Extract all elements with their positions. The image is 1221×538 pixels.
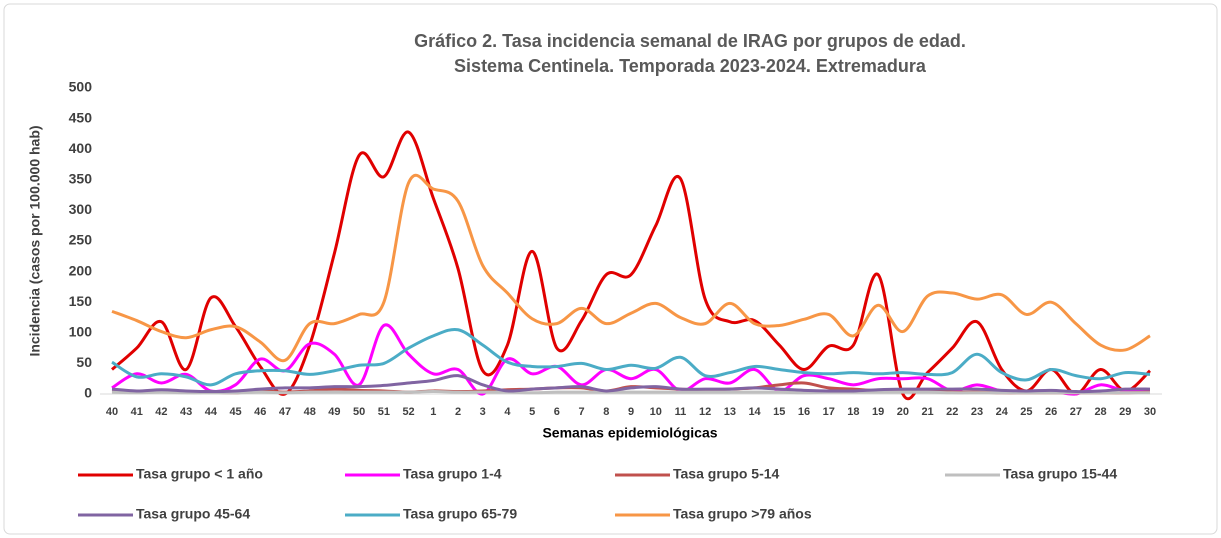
y-tick-label: 250 xyxy=(69,232,93,248)
x-tick-label: 42 xyxy=(155,406,167,418)
x-tick-label: 12 xyxy=(699,406,711,418)
chart-frame xyxy=(3,3,1218,535)
x-tick-label: 43 xyxy=(180,406,192,418)
x-tick-label: 8 xyxy=(603,406,609,418)
x-tick-label: 10 xyxy=(650,406,662,418)
x-tick-label: 27 xyxy=(1070,406,1082,418)
x-tick-label: 45 xyxy=(229,406,241,418)
x-tick-label: 2 xyxy=(455,406,461,418)
x-tick-label: 41 xyxy=(131,406,143,418)
series-line xyxy=(111,173,1151,363)
x-tick-label: 5 xyxy=(529,406,535,418)
legend-label: Tasa grupo 5-14 xyxy=(673,466,780,482)
y-axis-label: Incidencia (casos por 100.000 hab) xyxy=(27,125,43,356)
y-tick-label: 350 xyxy=(69,171,93,187)
x-tick-label: 21 xyxy=(921,406,933,418)
legend-label: Tasa grupo 1-4 xyxy=(403,466,502,482)
chart-subtitle: Sistema Centinela. Temporada 2023-2024. … xyxy=(454,56,927,76)
x-tick-label: 50 xyxy=(353,406,365,418)
y-tick-label: 400 xyxy=(69,140,93,156)
x-tick-label: 52 xyxy=(402,406,414,418)
x-tick-label: 13 xyxy=(724,406,736,418)
y-tick-label: 100 xyxy=(69,324,93,340)
x-tick-label: 49 xyxy=(328,406,340,418)
series-line xyxy=(111,390,1150,395)
x-tick-label: 40 xyxy=(106,406,118,418)
x-tick-label: 51 xyxy=(378,406,390,418)
x-tick-label: 48 xyxy=(304,406,316,418)
x-axis-label: Semanas epidemiológicas xyxy=(542,425,717,441)
x-tick-label: 11 xyxy=(675,406,687,418)
x-tick-label: 3 xyxy=(480,406,486,418)
y-tick-label: 50 xyxy=(76,354,92,370)
y-tick-label: 300 xyxy=(69,201,93,217)
series-line xyxy=(111,327,1151,387)
x-tick-label: 18 xyxy=(847,406,859,418)
x-tick-label: 20 xyxy=(897,406,909,418)
x-tick-label: 44 xyxy=(205,406,218,418)
x-tick-label: 47 xyxy=(279,406,291,418)
legend-label: Tasa grupo 45-64 xyxy=(136,506,250,522)
legend-label: Tasa grupo 65-79 xyxy=(403,506,517,522)
x-tick-label: 7 xyxy=(579,406,585,418)
x-tick-label: 15 xyxy=(773,406,785,418)
x-tick-label: 24 xyxy=(996,406,1009,418)
y-tick-label: 450 xyxy=(69,109,93,125)
x-tick-label: 19 xyxy=(872,406,884,418)
series-line xyxy=(111,374,1151,394)
x-tick-label: 46 xyxy=(254,406,266,418)
chart-title: Gráfico 2. Tasa incidencia semanal de IR… xyxy=(414,31,966,51)
x-tick-label: 25 xyxy=(1020,406,1032,418)
x-tick-label: 22 xyxy=(946,406,958,418)
x-tick-label: 30 xyxy=(1144,406,1156,418)
x-tick-label: 6 xyxy=(554,406,560,418)
y-tick-label: 500 xyxy=(69,79,93,95)
x-tick-label: 17 xyxy=(823,406,835,418)
x-tick-label: 28 xyxy=(1094,406,1106,418)
x-tick-label: 23 xyxy=(971,406,983,418)
legend-label: Tasa grupo 15-44 xyxy=(1003,466,1117,482)
x-tick-label: 1 xyxy=(430,406,436,418)
x-tick-label: 26 xyxy=(1045,406,1057,418)
x-tick-label: 9 xyxy=(628,406,634,418)
y-tick-label: 150 xyxy=(69,293,93,309)
legend-label: Tasa grupo < 1 año xyxy=(136,466,263,482)
y-tick-label: 0 xyxy=(84,385,92,401)
legend-label: Tasa grupo >79 años xyxy=(673,506,812,522)
x-tick-label: 16 xyxy=(798,406,810,418)
x-tick-label: 29 xyxy=(1119,406,1131,418)
x-tick-label: 4 xyxy=(504,406,511,418)
y-tick-label: 200 xyxy=(69,262,93,278)
x-tick-label: 14 xyxy=(748,406,761,418)
